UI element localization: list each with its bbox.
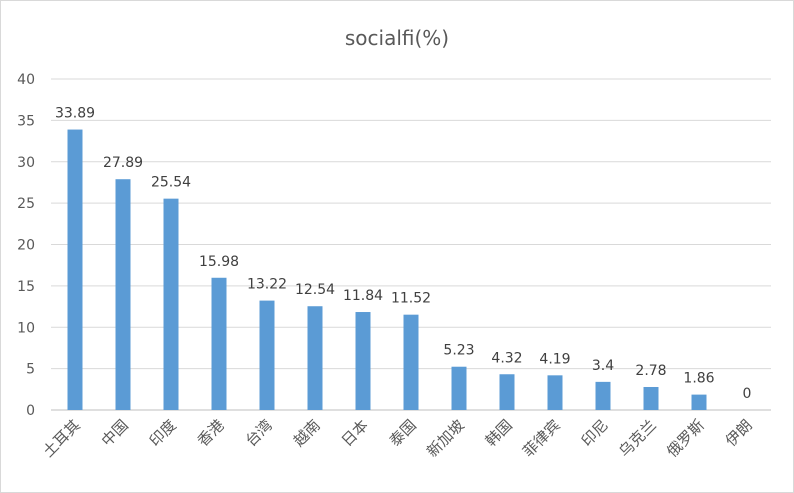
- data-label: 25.54: [151, 175, 191, 191]
- data-label: 1.86: [683, 371, 714, 387]
- x-tick-label: 泰国: [386, 416, 420, 450]
- x-tick-label: 土耳其: [39, 416, 84, 461]
- data-label: 3.4: [592, 358, 614, 374]
- bar: [643, 386, 659, 410]
- bar: [259, 300, 275, 410]
- x-tick-label: 越南: [290, 416, 324, 450]
- data-label: 33.89: [55, 106, 95, 122]
- bar: [115, 179, 131, 410]
- data-label: 15.98: [199, 254, 239, 270]
- x-tick-label: 新加坡: [423, 416, 468, 461]
- bar: [355, 312, 371, 410]
- y-tick-label: 10: [17, 320, 35, 336]
- chart-title: socialfi(%): [345, 26, 449, 50]
- data-label: 5.23: [443, 343, 474, 359]
- x-tick-label: 日本: [338, 416, 372, 450]
- data-label: 11.52: [391, 291, 431, 307]
- data-label: 13.22: [247, 277, 287, 293]
- data-label: 0: [743, 386, 752, 402]
- data-label: 11.84: [343, 288, 383, 304]
- y-tick-label: 35: [17, 113, 35, 129]
- bar: [163, 198, 179, 410]
- bar: [403, 314, 419, 410]
- x-tick-label: 乌克兰: [615, 416, 660, 461]
- bar: [499, 374, 515, 410]
- x-tick-label: 菲律宾: [519, 416, 564, 461]
- x-tick-label: 印度: [146, 416, 180, 450]
- data-label: 4.32: [491, 350, 522, 366]
- x-tick-label: 香港: [194, 416, 228, 450]
- bar: [595, 381, 611, 410]
- bar: [451, 366, 467, 410]
- data-label: 2.78: [635, 363, 666, 379]
- bar: [211, 277, 227, 410]
- y-tick-label: 25: [17, 196, 35, 212]
- y-tick-label: 20: [17, 238, 35, 254]
- x-tick-label: 印尼: [578, 416, 612, 450]
- data-label: 27.89: [103, 155, 143, 171]
- y-tick-label: 40: [17, 72, 35, 88]
- y-tick-label: 0: [26, 403, 35, 419]
- y-tick-label: 30: [17, 155, 35, 171]
- x-tick-label: 韩国: [482, 416, 516, 450]
- bar: [67, 129, 83, 411]
- data-labels: 33.89 27.89 25.54 15.98 13.22 12.54 11.84 11.52…: [55, 106, 752, 402]
- data-label: 12.54: [295, 282, 335, 298]
- bar: [307, 306, 323, 410]
- bars: [67, 129, 707, 411]
- x-tick-label: 中国: [98, 416, 132, 450]
- x-tick-label: 伊朗: [722, 416, 756, 450]
- x-tick-label: 台湾: [242, 416, 276, 450]
- bar: [691, 394, 707, 410]
- data-label: 4.19: [539, 351, 570, 367]
- x-tick-label: 俄罗斯: [663, 416, 708, 461]
- y-tick-label: 5: [26, 362, 35, 378]
- y-tick-label: 15: [17, 279, 35, 295]
- bar: [547, 375, 563, 410]
